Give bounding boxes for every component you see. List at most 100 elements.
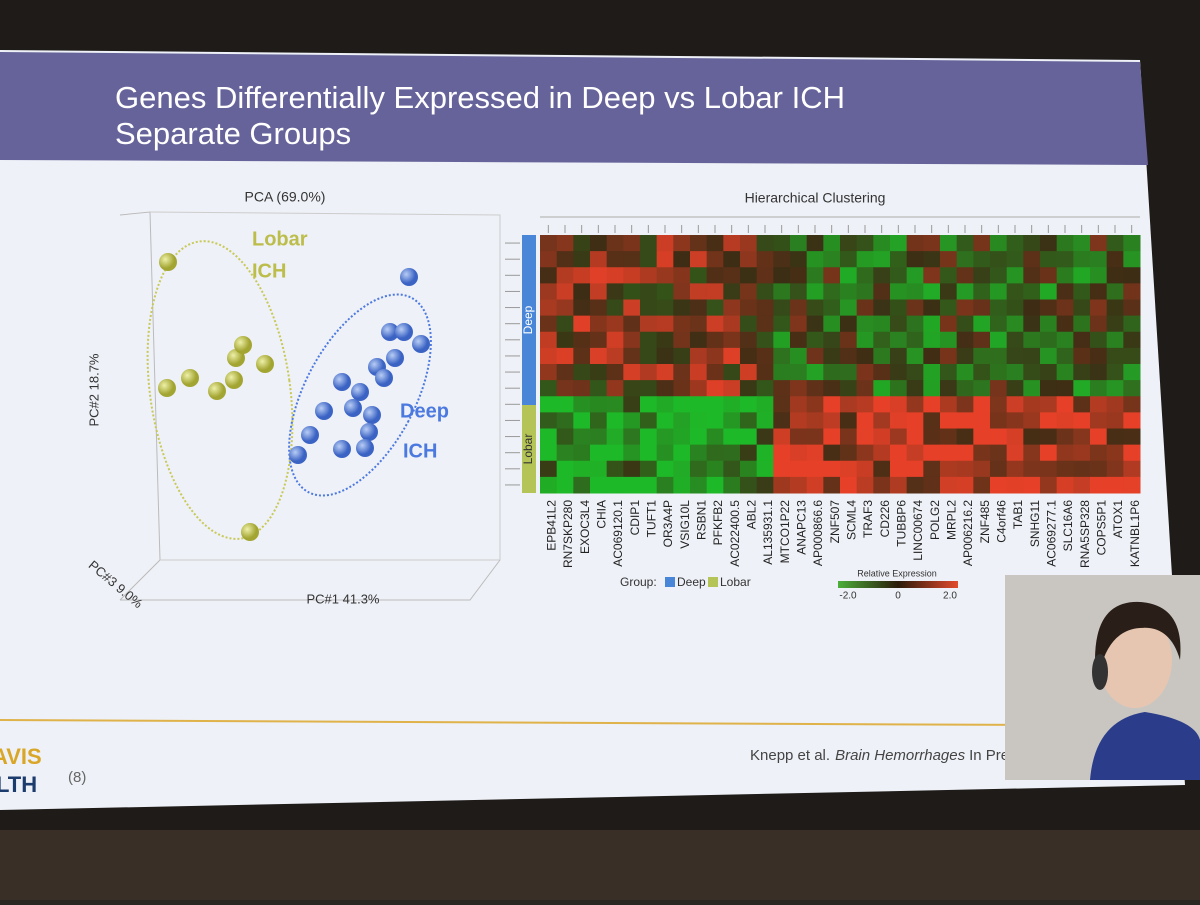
heatmap-cell [706, 460, 724, 478]
heatmap-cell [1106, 428, 1124, 446]
sample-point [289, 446, 307, 464]
heatmap-cell [973, 364, 991, 381]
heatmap-cell [1056, 364, 1074, 381]
heatmap-cell [1123, 460, 1141, 478]
heatmap-cell [873, 428, 891, 446]
heatmap-cell [1006, 396, 1024, 413]
heatmap-cell [1040, 267, 1058, 284]
heatmap-cell [823, 283, 841, 300]
heatmap-cell [940, 460, 958, 478]
heatmap-cell [723, 267, 741, 284]
sample-point [333, 373, 351, 391]
heatmap-cell [723, 331, 741, 349]
heatmap-cell [923, 251, 941, 268]
color-legend-title: Relative Expression [857, 568, 937, 578]
heatmap-cell [773, 380, 791, 397]
heatmap-cell [1040, 347, 1058, 365]
heatmap-cell [690, 364, 708, 381]
heatmap-cell [1123, 315, 1141, 333]
heatmap-cell [756, 396, 774, 413]
heatmap-cell [740, 428, 758, 446]
heatmap-cell [756, 299, 774, 317]
heatmap-cell [573, 460, 591, 478]
gene-label: SCML4 [845, 500, 859, 540]
sample-point [395, 323, 413, 341]
heatmap-cell [890, 444, 908, 462]
heatmap-cell [740, 331, 758, 349]
heatmap-cell [1106, 283, 1124, 300]
heatmap-cell [640, 299, 658, 317]
heatmap-cell [556, 347, 574, 365]
heatmap-cell [740, 380, 758, 397]
heatmap-cell [923, 347, 941, 365]
heatmap-cell [1123, 235, 1141, 252]
heatmap-cell [906, 299, 924, 317]
heatmap-cell [1073, 412, 1091, 429]
heatmap-cell [823, 267, 841, 284]
heatmap-cell [1073, 364, 1091, 381]
heatmap-cell [823, 331, 841, 349]
heatmap-cell [1090, 283, 1108, 300]
heatmap-cell [1106, 476, 1124, 494]
heatmap-cell [806, 460, 824, 478]
heatmap-cell [1006, 412, 1024, 429]
heatmap-cell [723, 299, 741, 317]
heatmap-cell [890, 364, 908, 381]
heatmap-cell [756, 331, 774, 349]
heatmap-cell [640, 476, 658, 494]
heatmap-cell [890, 347, 908, 365]
heatmap-cell [1090, 347, 1108, 365]
webcam-inset [1005, 575, 1200, 780]
heatmap-cell [1123, 331, 1141, 349]
heatmap-cell [840, 251, 858, 268]
heatmap-cell [990, 476, 1008, 494]
heatmap-cell [790, 347, 808, 365]
heatmap-cell [690, 315, 708, 333]
heatmap-cell [756, 380, 774, 397]
heatmap-cell [1023, 380, 1041, 397]
heatmap-cell [606, 315, 624, 333]
heatmap-cell [1040, 428, 1058, 446]
heatmap-cell [623, 267, 641, 284]
heatmap-cell [890, 283, 908, 300]
heatmap-cell [940, 444, 958, 462]
heatmap-cell [690, 428, 708, 446]
heatmap-cell [756, 476, 774, 494]
heatmap-cell [573, 380, 591, 397]
heatmap-cell [840, 267, 858, 284]
person-hair [1095, 601, 1181, 670]
heatmap-cell [940, 267, 958, 284]
legend-label: Group: [620, 575, 657, 589]
heatmap-cell [823, 460, 841, 478]
heatmap-cell [573, 412, 591, 429]
heatmap-cell [706, 267, 724, 284]
heatmap-cell [540, 460, 558, 478]
heatmap-cell [856, 380, 874, 397]
heatmap-cell [640, 347, 658, 365]
heatmap-cell [973, 476, 991, 494]
row-group-label: Deep [521, 305, 535, 334]
heatmap-cell [606, 364, 624, 381]
heatmap-cell [790, 364, 808, 381]
heatmap-cell [673, 331, 691, 349]
heatmap-cell [706, 299, 724, 317]
heatmap-cell [1073, 283, 1091, 300]
heatmap-cell [840, 460, 858, 478]
heatmap-cell [1040, 235, 1058, 252]
heatmap-cell [856, 460, 874, 478]
heatmap-cell [973, 380, 991, 397]
gene-label: COPS5P1 [1095, 500, 1109, 556]
heatmap-cell [1006, 251, 1024, 268]
heatmap-cell [990, 364, 1008, 381]
heatmap-cell [1056, 380, 1074, 397]
heatmap-cell [990, 235, 1008, 252]
heatmap-cell [706, 283, 724, 300]
heatmap-cell [673, 476, 691, 494]
heatmap-cell [890, 299, 908, 317]
heatmap-cell [956, 347, 974, 365]
color-bar [838, 581, 958, 588]
gene-label: TAB1 [1011, 500, 1025, 529]
heatmap-cell [773, 412, 791, 429]
gene-label: LINC00674 [911, 500, 925, 561]
heatmap-cell [923, 380, 941, 397]
